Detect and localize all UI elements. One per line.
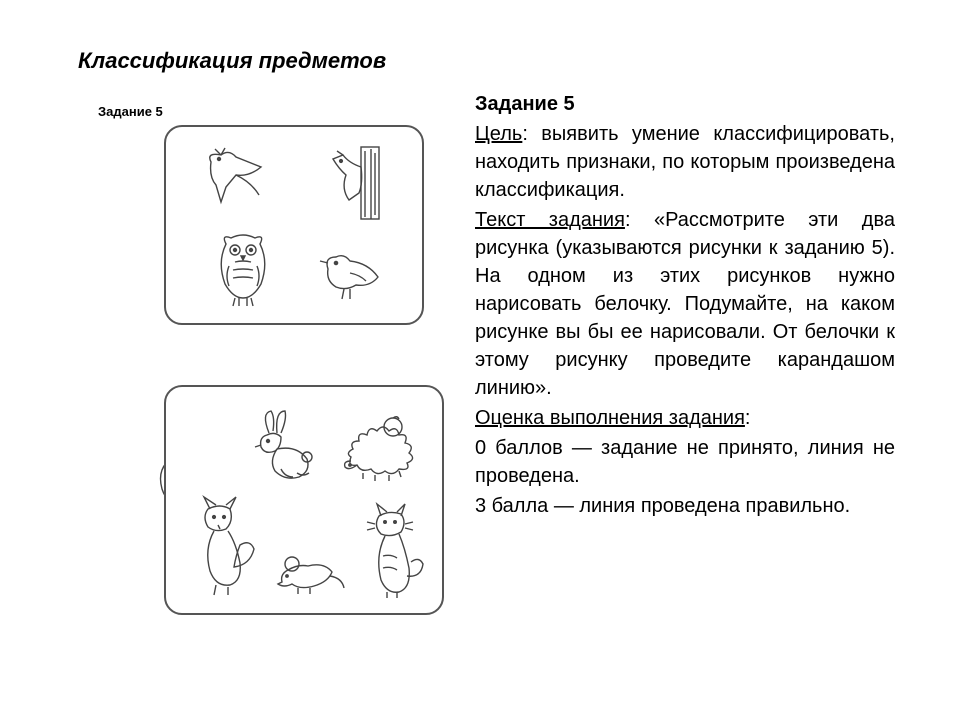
goal-text: : выявить умение классифицировать, наход… — [475, 123, 895, 201]
task-text-paragraph: Текст задания: «Рассмотрите эти два рису… — [475, 206, 895, 402]
goal-label: Цель — [475, 123, 522, 145]
goal-paragraph: Цель: выявить умение классифицировать, н… — [475, 120, 895, 204]
task-heading: Задание 5 — [475, 90, 895, 118]
hedgehog-icon — [341, 417, 426, 485]
eval-colon: : — [745, 407, 751, 429]
bird-woodpecker-icon — [321, 145, 391, 223]
right-column: Задание 5 Цель: выявить умение классифиц… — [475, 90, 895, 522]
page-title: Классификация предметов — [78, 48, 386, 74]
bird-sparrow-icon — [316, 247, 391, 305]
bird-owl-icon — [211, 232, 276, 310]
task-text-body: : «Рассмотрите эти два рисунка (указываю… — [475, 209, 895, 399]
left-column: Задание 5 — [84, 104, 444, 615]
hare-icon — [241, 407, 326, 492]
score-3: 3 балла — линия проведена правильно. — [475, 492, 895, 520]
task-text-label: Текст задания — [475, 209, 625, 231]
eval-label: Оценка выполнения задания — [475, 407, 745, 429]
mouse-icon — [274, 552, 349, 600]
fox-icon — [188, 495, 260, 600]
cat-icon — [361, 502, 431, 602]
task-label-small: Задание 5 — [98, 104, 444, 119]
eval-paragraph: Оценка выполнения задания: — [475, 404, 895, 432]
score-0: 0 баллов — задание не принято, линия не … — [475, 434, 895, 490]
panel-mammals — [164, 385, 444, 615]
bird-magpie-icon — [201, 147, 271, 207]
panel-birds — [164, 125, 424, 325]
